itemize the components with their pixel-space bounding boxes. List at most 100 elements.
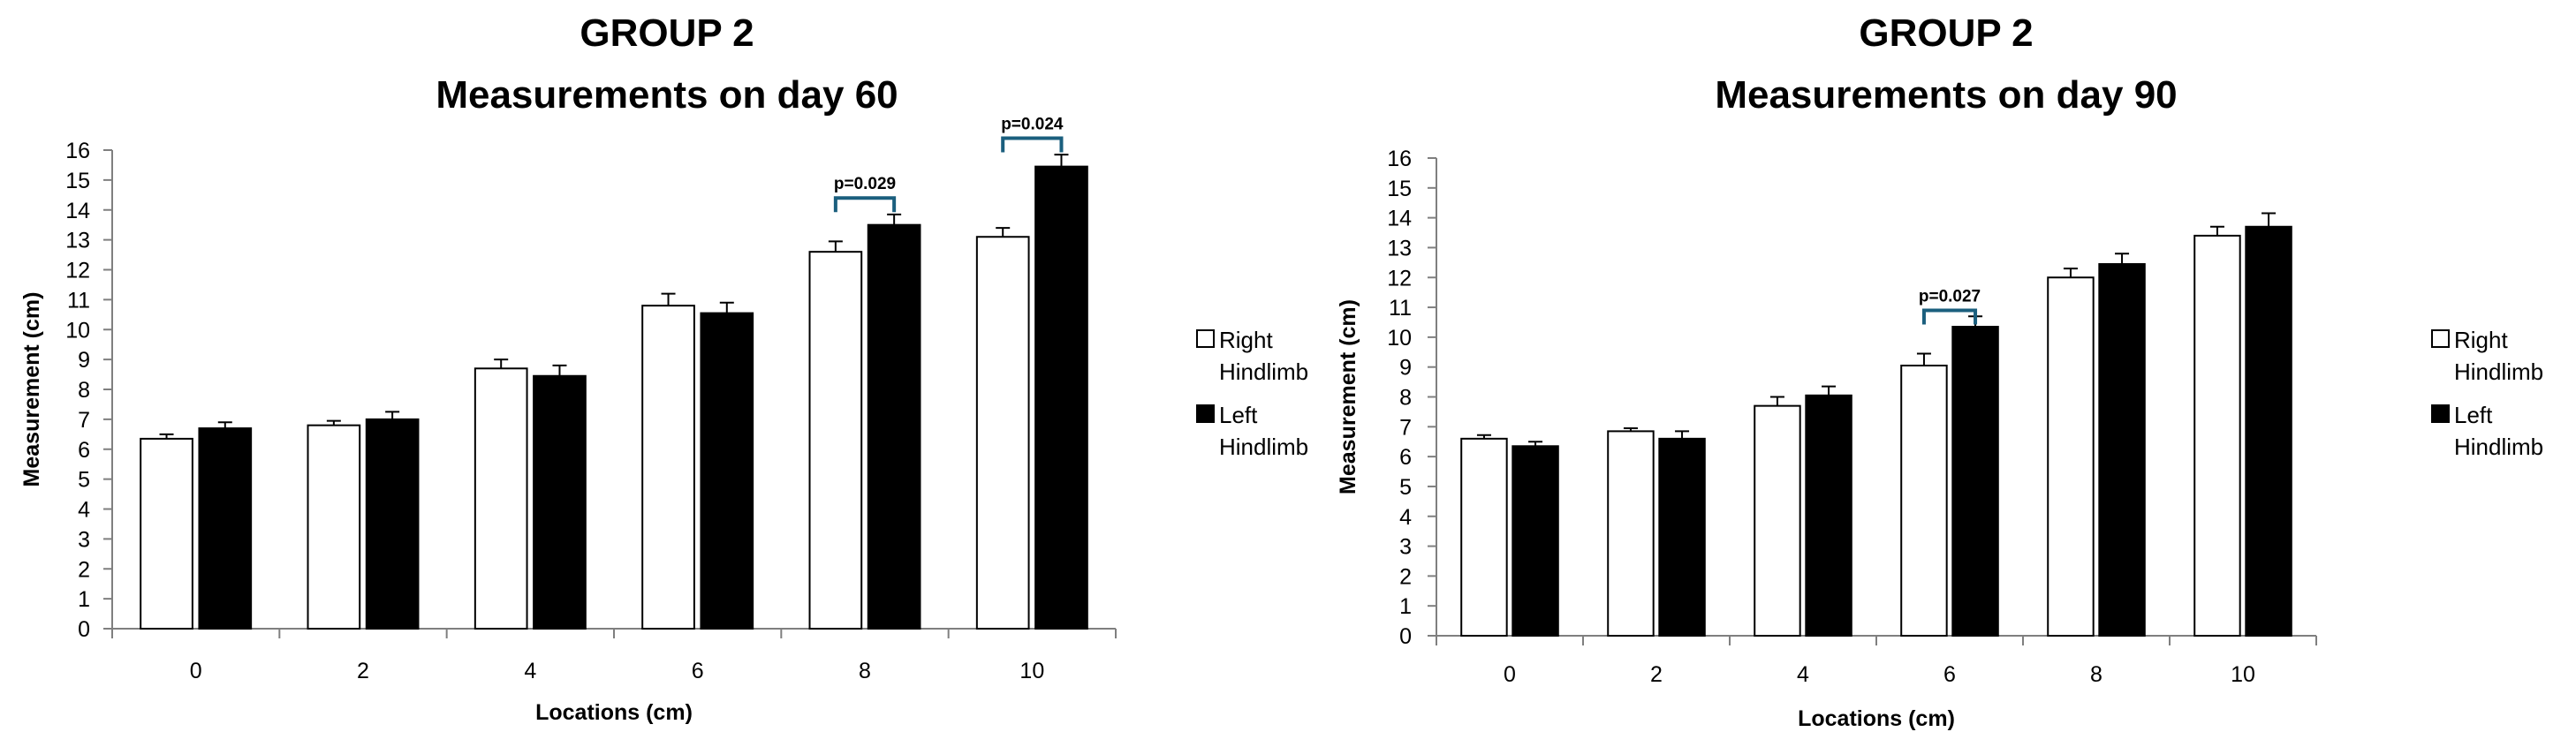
bar-left-hindlimb bbox=[1512, 445, 1559, 637]
bar-left-hindlimb bbox=[365, 418, 420, 630]
legend-label-line-2: Hindlimb bbox=[2454, 358, 2543, 385]
legend-swatch-right-hindlimb bbox=[1196, 329, 1215, 348]
y-tick-label: 3 bbox=[78, 527, 90, 552]
y-tick-label: 14 bbox=[65, 199, 90, 223]
significance-bracket bbox=[1921, 308, 1978, 325]
bar-left-hindlimb bbox=[1951, 326, 1999, 637]
x-tick-label: 2 bbox=[1650, 662, 1663, 687]
y-tick-label: 11 bbox=[1389, 296, 1412, 321]
bar-right-hindlimb bbox=[2193, 234, 2241, 637]
bar-right-hindlimb bbox=[307, 424, 361, 630]
bar-right-hindlimb bbox=[2047, 276, 2095, 637]
y-tick-label: 5 bbox=[78, 468, 90, 493]
legend-label-line-1: Left bbox=[1219, 402, 1258, 428]
x-tick-label: 0 bbox=[190, 659, 202, 683]
x-axis-label: Locations (cm) bbox=[535, 700, 693, 725]
y-tick-label: 7 bbox=[1399, 415, 1412, 440]
y-tick-label: 8 bbox=[78, 378, 90, 403]
y-tick-label: 2 bbox=[78, 557, 90, 582]
y-tick-label: 6 bbox=[1399, 445, 1412, 470]
bar-right-hindlimb bbox=[1460, 437, 1508, 637]
significance-bracket bbox=[833, 196, 897, 213]
y-tick-label: 16 bbox=[1387, 147, 1412, 171]
y-tick-label: 9 bbox=[78, 348, 90, 373]
bar-left-hindlimb bbox=[1034, 165, 1088, 630]
y-tick-label: 16 bbox=[65, 139, 90, 163]
y-tick-label: 4 bbox=[78, 498, 90, 523]
chart-title-line-1: GROUP 2 bbox=[580, 11, 754, 55]
y-tick-label: 7 bbox=[78, 408, 90, 433]
x-tick-label: 4 bbox=[524, 659, 536, 683]
x-tick-label: 10 bbox=[2231, 662, 2255, 687]
bar-right-hindlimb bbox=[808, 251, 863, 630]
legend-label-line-2: Hindlimb bbox=[2454, 434, 2543, 460]
y-tick-label: 3 bbox=[1399, 535, 1412, 560]
y-tick-label: 15 bbox=[65, 169, 90, 193]
x-tick-label: 6 bbox=[692, 659, 704, 683]
bar-left-hindlimb bbox=[2245, 225, 2292, 637]
y-tick-label: 12 bbox=[65, 259, 90, 283]
chart-title-line-2: Measurements on day 60 bbox=[436, 73, 898, 117]
p-value-label: p=0.024 bbox=[1001, 115, 1064, 133]
y-tick-label: 5 bbox=[1399, 475, 1412, 500]
legend: Right Hindlimb Left Hindlimb bbox=[1196, 327, 1308, 460]
y-tick-label: 10 bbox=[65, 318, 90, 343]
x-tick-label: 2 bbox=[357, 659, 369, 683]
bar-right-hindlimb bbox=[474, 367, 528, 630]
y-axis-label: Measurement (cm) bbox=[19, 292, 44, 487]
x-tick-label: 8 bbox=[859, 659, 871, 683]
y-tick-label: 13 bbox=[65, 229, 90, 253]
y-tick-label: 0 bbox=[78, 617, 90, 642]
y-tick-label: 12 bbox=[1387, 266, 1412, 290]
bar-left-hindlimb bbox=[198, 427, 253, 630]
x-tick-label: 8 bbox=[2090, 662, 2102, 687]
legend-swatch-right-hindlimb bbox=[2431, 329, 2450, 348]
y-tick-label: 10 bbox=[1387, 326, 1412, 351]
y-tick-label: 15 bbox=[1387, 177, 1412, 201]
y-tick-label: 0 bbox=[1399, 624, 1412, 649]
legend: Right Hindlimb Left Hindlimb bbox=[2431, 327, 2543, 460]
bar-right-hindlimb bbox=[975, 236, 1030, 630]
bar-right-hindlimb bbox=[1607, 430, 1655, 637]
chart-title-line-2: Measurements on day 90 bbox=[1715, 73, 2177, 117]
y-tick-label: 4 bbox=[1399, 505, 1412, 530]
bar-left-hindlimb bbox=[1658, 437, 1706, 637]
y-tick-label: 9 bbox=[1399, 356, 1412, 381]
bar-right-hindlimb bbox=[1754, 404, 1801, 637]
legend-label-line-1: Right bbox=[2454, 327, 2508, 353]
bar-right-hindlimb bbox=[1900, 364, 1948, 637]
y-tick-label: 1 bbox=[78, 587, 90, 612]
y-tick-label: 8 bbox=[1399, 386, 1412, 411]
x-tick-label: 0 bbox=[1504, 662, 1516, 687]
bar-right-hindlimb bbox=[641, 305, 695, 630]
bar-right-hindlimb bbox=[140, 437, 193, 630]
p-value-label: p=0.027 bbox=[1919, 287, 1981, 306]
legend-label-line-2: Hindlimb bbox=[1219, 358, 1308, 385]
legend-label-line-1: Left bbox=[2454, 402, 2493, 428]
x-tick-label: 10 bbox=[1019, 659, 1044, 683]
bar-left-hindlimb bbox=[1805, 394, 1852, 637]
y-tick-label: 11 bbox=[67, 288, 90, 313]
legend-label-line-1: Right bbox=[1219, 327, 1273, 353]
bar-left-hindlimb bbox=[2098, 263, 2146, 637]
bar-left-hindlimb bbox=[700, 312, 754, 630]
significance-bracket bbox=[1001, 136, 1064, 153]
legend-swatch-left-hindlimb bbox=[2431, 404, 2450, 423]
x-axis-label: Locations (cm) bbox=[1798, 706, 1955, 731]
y-tick-label: 1 bbox=[1399, 594, 1412, 619]
y-tick-label: 13 bbox=[1387, 236, 1412, 260]
y-tick-label: 2 bbox=[1399, 564, 1412, 589]
y-tick-label: 14 bbox=[1387, 207, 1412, 231]
y-tick-label: 6 bbox=[78, 438, 90, 463]
bar-left-hindlimb bbox=[533, 374, 587, 630]
bar-left-hindlimb bbox=[867, 223, 921, 630]
y-axis-label: Measurement (cm) bbox=[1336, 299, 1360, 494]
legend-label-line-2: Hindlimb bbox=[1219, 434, 1308, 460]
x-tick-label: 4 bbox=[1797, 662, 1809, 687]
x-tick-label: 6 bbox=[1943, 662, 1956, 687]
chart-title-line-1: GROUP 2 bbox=[1859, 11, 2033, 55]
legend-swatch-left-hindlimb bbox=[1196, 404, 1215, 423]
